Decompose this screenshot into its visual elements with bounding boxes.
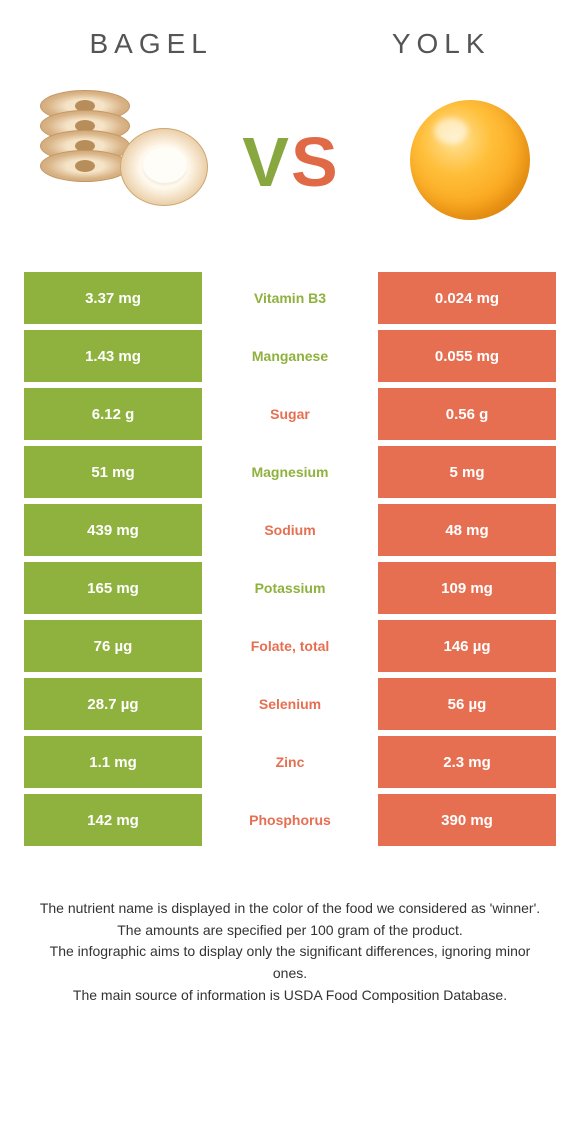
right-value-cell: 390 mg: [378, 794, 556, 846]
right-value-cell: 109 mg: [378, 562, 556, 614]
left-value-cell: 6.12 g: [24, 388, 202, 440]
nutrient-table: 3.37 mgVitamin B30.024 mg 1.43 mgManganes…: [0, 272, 580, 846]
left-value-cell: 165 mg: [24, 562, 202, 614]
left-value-cell: 28.7 µg: [24, 678, 202, 730]
footnote-line: The amounts are specified per 100 gram o…: [34, 920, 546, 942]
right-value-cell: 48 mg: [378, 504, 556, 556]
nutrient-label-cell: Phosphorus: [202, 794, 378, 846]
footnote-line: The nutrient name is displayed in the co…: [34, 898, 546, 920]
right-food-title: YOLK: [392, 28, 491, 60]
left-value-cell: 142 mg: [24, 794, 202, 846]
hero-row: V S: [0, 72, 580, 272]
vs-s-letter: S: [291, 122, 338, 202]
nutrient-label-cell: Magnesium: [202, 446, 378, 498]
table-row: 1.43 mgManganese0.055 mg: [24, 330, 556, 382]
table-row: 28.7 µgSelenium56 µg: [24, 678, 556, 730]
right-value-cell: 2.3 mg: [378, 736, 556, 788]
vs-label: V S: [242, 122, 337, 202]
nutrient-label-cell: Folate, total: [202, 620, 378, 672]
table-row: 1.1 mgZinc2.3 mg: [24, 736, 556, 788]
nutrient-label-cell: Selenium: [202, 678, 378, 730]
table-row: 142 mgPhosphorus390 mg: [24, 794, 556, 846]
left-value-cell: 439 mg: [24, 504, 202, 556]
right-value-cell: 0.055 mg: [378, 330, 556, 382]
nutrient-label-cell: Manganese: [202, 330, 378, 382]
nutrient-label-cell: Sugar: [202, 388, 378, 440]
vs-v-letter: V: [242, 122, 289, 202]
left-value-cell: 1.43 mg: [24, 330, 202, 382]
left-value-cell: 3.37 mg: [24, 272, 202, 324]
table-row: 76 µgFolate, total146 µg: [24, 620, 556, 672]
nutrient-label-cell: Zinc: [202, 736, 378, 788]
table-row: 6.12 gSugar0.56 g: [24, 388, 556, 440]
right-value-cell: 0.56 g: [378, 388, 556, 440]
right-value-cell: 0.024 mg: [378, 272, 556, 324]
footnote-line: The infographic aims to display only the…: [34, 941, 546, 984]
left-value-cell: 1.1 mg: [24, 736, 202, 788]
left-value-cell: 76 µg: [24, 620, 202, 672]
left-food-title: BAGEL: [89, 28, 212, 60]
yolk-illustration: [370, 92, 530, 232]
right-value-cell: 5 mg: [378, 446, 556, 498]
bagel-illustration: [50, 92, 210, 232]
footnote-block: The nutrient name is displayed in the co…: [0, 852, 580, 1006]
comparison-header: BAGEL YOLK: [0, 0, 580, 72]
footnote-line: The main source of information is USDA F…: [34, 985, 546, 1007]
nutrient-label-cell: Potassium: [202, 562, 378, 614]
table-row: 3.37 mgVitamin B30.024 mg: [24, 272, 556, 324]
nutrient-label-cell: Sodium: [202, 504, 378, 556]
right-value-cell: 56 µg: [378, 678, 556, 730]
nutrient-label-cell: Vitamin B3: [202, 272, 378, 324]
table-row: 439 mgSodium48 mg: [24, 504, 556, 556]
left-value-cell: 51 mg: [24, 446, 202, 498]
table-row: 165 mgPotassium109 mg: [24, 562, 556, 614]
right-value-cell: 146 µg: [378, 620, 556, 672]
table-row: 51 mgMagnesium5 mg: [24, 446, 556, 498]
